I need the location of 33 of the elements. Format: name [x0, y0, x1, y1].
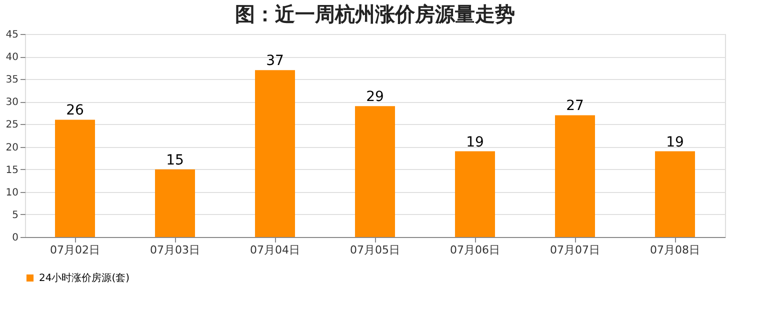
x-tick-label: 07月08日 — [650, 244, 700, 256]
y-tick-label: 45 — [6, 30, 18, 40]
y-tick-label: 15 — [6, 164, 18, 176]
x-tick-label: 07月03日 — [150, 244, 200, 256]
x-tick-label: 07月06日 — [450, 244, 500, 256]
y-tick-label: 5 — [12, 210, 18, 221]
data-label: 37 — [266, 53, 284, 70]
x-tick-label: 07月04日 — [250, 244, 300, 256]
x-tick-label: 07月02日 — [50, 244, 100, 256]
bar — [655, 151, 695, 237]
y-tick-label: 25 — [6, 120, 18, 131]
bar — [255, 70, 295, 237]
bar — [355, 106, 395, 237]
y-tick-label: 10 — [6, 187, 18, 198]
bar — [55, 120, 95, 237]
chart-title: 图：近一周杭州涨价房源量走势 — [235, 2, 515, 26]
y-tick-label: 35 — [6, 74, 18, 86]
data-label: 15 — [166, 152, 184, 168]
y-tick-label: 0 — [12, 232, 18, 244]
y-tick-label: 40 — [6, 52, 18, 64]
data-label: 26 — [66, 102, 84, 119]
bar — [555, 115, 595, 237]
bar — [455, 151, 495, 237]
data-label: 19 — [466, 134, 484, 150]
x-tick-label: 07月05日 — [350, 244, 400, 256]
x-tick-label: 07月07日 — [550, 244, 600, 256]
data-label: 27 — [566, 98, 584, 114]
y-tick-label: 30 — [6, 97, 18, 108]
data-label: 19 — [666, 134, 684, 150]
y-tick-label: 20 — [6, 142, 18, 154]
data-label: 29 — [366, 89, 384, 106]
legend-label: 24小时涨价房源(套) — [39, 272, 130, 284]
bar — [155, 169, 195, 237]
